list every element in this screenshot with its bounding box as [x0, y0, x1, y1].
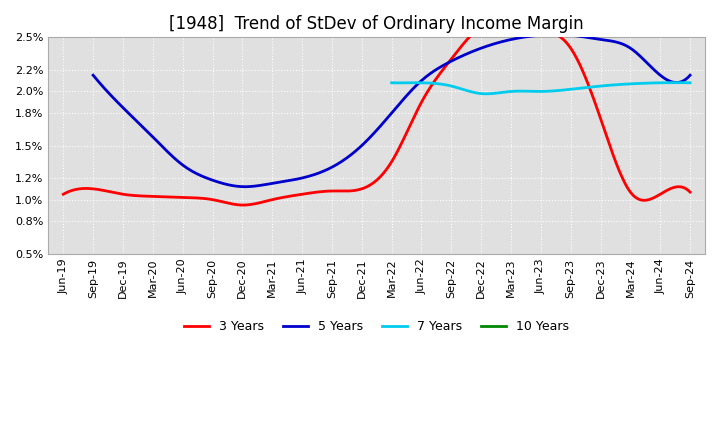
7 Years — [482, 91, 490, 96]
5 Years — [524, 34, 533, 39]
3 Years — [59, 191, 68, 197]
5 Years — [327, 165, 336, 170]
3 Years — [135, 193, 143, 198]
7 Years — [603, 83, 612, 88]
7 Years — [605, 83, 613, 88]
7 Years — [576, 85, 585, 91]
Line: 5 Years: 5 Years — [93, 34, 690, 187]
7 Years — [685, 80, 694, 85]
7 Years — [506, 89, 515, 94]
3 Years — [455, 46, 464, 51]
5 Years — [285, 178, 294, 183]
5 Years — [521, 34, 530, 40]
3 Years — [498, 18, 506, 23]
3 Years — [309, 190, 318, 195]
7 Years — [485, 91, 494, 96]
5 Years — [466, 50, 474, 55]
5 Years — [161, 147, 169, 152]
Line: 7 Years: 7 Years — [392, 83, 690, 94]
5 Years — [240, 184, 248, 189]
3 Years — [265, 198, 274, 203]
7 Years — [423, 80, 432, 85]
3 Years — [685, 190, 694, 195]
3 Years — [515, 20, 523, 25]
5 Years — [553, 32, 562, 37]
Title: [1948]  Trend of StDev of Ordinary Income Margin: [1948] Trend of StDev of Ordinary Income… — [169, 15, 584, 33]
5 Years — [685, 73, 694, 78]
3 Years — [518, 21, 526, 26]
Line: 3 Years: 3 Years — [63, 20, 690, 205]
7 Years — [671, 80, 680, 85]
3 Years — [238, 202, 247, 208]
7 Years — [387, 80, 396, 85]
Legend: 3 Years, 5 Years, 7 Years, 10 Years: 3 Years, 5 Years, 7 Years, 10 Years — [179, 315, 574, 338]
5 Years — [89, 73, 97, 78]
